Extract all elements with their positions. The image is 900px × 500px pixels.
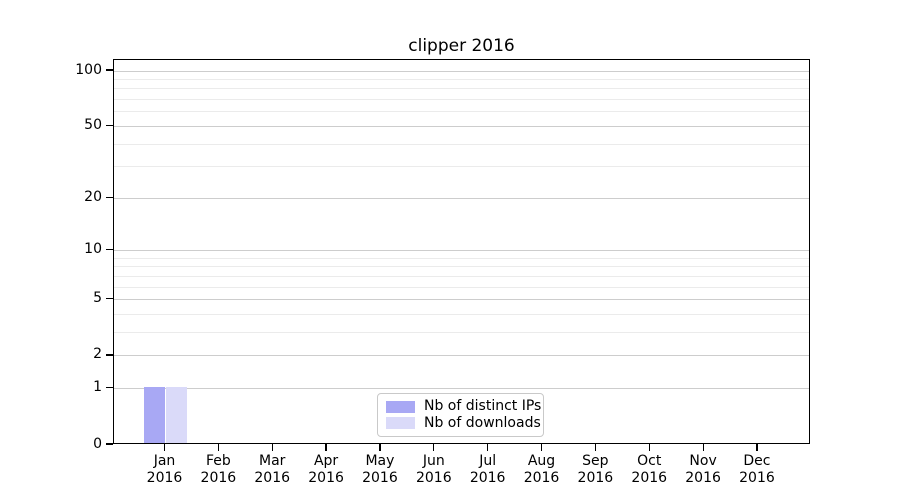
plot-area [113,59,810,444]
y-axis-tick [106,196,113,198]
gridline-minor [114,275,809,277]
y-axis-tick [106,354,113,356]
y-axis-tick [106,249,113,251]
gridline-major [114,197,809,199]
x-axis-tick [217,444,219,451]
y-axis-tick-label: 10 [84,241,102,258]
x-tick-month: Sep [582,453,609,469]
gridline-major [114,355,809,357]
x-axis-tick-label: Apr 2016 [294,453,358,487]
x-axis-tick-label: Jul 2016 [456,453,520,487]
x-tick-month: Nov [689,453,717,469]
x-axis-tick [594,444,596,451]
bar-downloads [165,386,188,443]
x-tick-month: Feb [205,453,231,469]
x-axis-tick [702,444,704,451]
x-axis-tick-label: Oct 2016 [617,453,681,487]
gridline-minor [114,78,809,80]
chart-title: clipper 2016 [408,36,515,56]
gridline-minor [114,166,809,168]
x-axis-tick [325,444,327,451]
x-tick-month: Dec [743,453,771,469]
x-tick-month: Jan [153,453,176,469]
legend-entry: Nb of downloads [386,415,541,431]
y-axis-tick [106,69,113,71]
y-axis-tick [106,124,113,126]
gridline-minor [114,314,809,316]
bar-distinct-ips [143,386,166,443]
y-axis-tick-label: 50 [84,116,102,133]
legend-label-distinct-ips: Nb of distinct IPs [424,398,542,415]
legend: Nb of distinct IPs Nb of downloads [377,393,544,437]
x-tick-year: 2016 [469,470,506,486]
x-axis-tick-label: Aug 2016 [510,453,574,487]
gridline-major [114,388,809,390]
legend-swatch-downloads [386,417,415,430]
y-axis-tick [106,443,113,445]
x-axis-tick-label: Jan 2016 [133,453,197,487]
gridline-minor [114,88,809,90]
x-axis-tick [163,444,166,451]
legend-label-downloads: Nb of downloads [424,414,541,431]
y-axis-tick [106,298,113,300]
gridline-minor [114,99,809,101]
x-axis-tick [756,444,758,451]
gridline-minor [114,111,809,113]
x-axis-tick-label: Mar 2016 [240,453,304,487]
x-tick-year: 2016 [739,470,775,486]
x-tick-year: 2016 [685,470,721,486]
gridline-minor [114,257,809,259]
gridline-major [114,125,809,127]
x-tick-year: 2016 [254,470,291,486]
x-tick-month: Jun [422,453,445,469]
x-tick-month: Jul [479,453,497,469]
x-tick-year: 2016 [362,470,398,486]
x-axis-tick-label: Nov 2016 [671,453,735,487]
x-tick-year: 2016 [577,470,614,486]
gridline-minor [114,286,809,288]
x-axis-tick [648,444,650,451]
x-tick-year: 2016 [631,470,668,486]
y-axis-tick-label: 100 [75,61,102,78]
y-axis-tick-label: 2 [93,346,102,363]
x-tick-month: Mar [259,453,286,469]
gridline-minor [114,143,809,145]
x-axis-tick [379,444,381,451]
x-axis-tick [540,444,543,451]
gridline-major [114,70,809,72]
x-axis-tick-label: Feb 2016 [186,453,250,487]
x-tick-month: Apr [313,453,339,469]
gridline-major [114,250,809,252]
x-axis-tick-label: Jun 2016 [402,453,466,487]
gridline-major [114,299,809,301]
x-axis-tick [271,444,273,451]
x-axis-tick-label: May 2016 [348,453,412,487]
y-axis-tick-label: 5 [93,290,102,307]
x-tick-year: 2016 [415,470,452,486]
x-tick-year: 2016 [200,470,237,486]
x-axis-tick [433,444,435,451]
x-tick-month: May [365,453,395,469]
y-axis-tick-label: 0 [93,435,102,452]
y-axis-tick-label: 1 [93,379,102,396]
y-axis-tick-label: 20 [84,188,102,205]
gridline-minor [114,266,809,268]
x-tick-year: 2016 [523,470,560,486]
x-tick-year: 2016 [308,470,344,486]
legend-swatch-distinct-ips [386,400,415,413]
gridline-minor [114,332,809,334]
x-axis-tick-label: Sep 2016 [563,453,627,487]
legend-entry: Nb of distinct IPs [386,399,541,414]
x-axis-tick [487,444,489,451]
x-tick-month: Aug [527,453,556,469]
y-axis-tick [106,387,113,389]
x-axis-tick-label: Dec 2016 [725,453,789,487]
x-tick-month: Oct [637,453,662,469]
x-tick-year: 2016 [146,470,183,486]
